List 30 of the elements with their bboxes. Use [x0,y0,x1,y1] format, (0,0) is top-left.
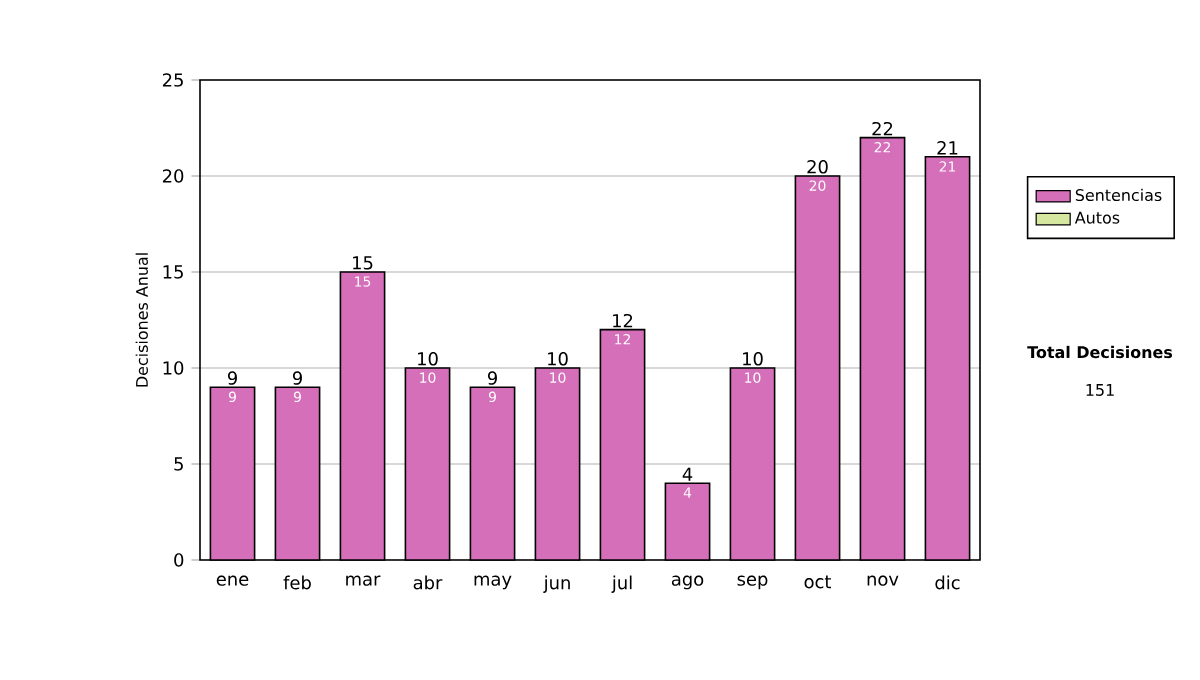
x-tick-label: ene [216,575,249,586]
x-tick-label: jul [611,575,632,593]
total-label: 20 [807,160,828,174]
total-label: 4 [682,467,693,481]
y-tick-label: 20 [162,169,184,183]
x-tick-label: may [474,575,512,590]
x-tick-label: ago [671,575,704,590]
y-tick-label: 0 [174,553,184,567]
total-label: 9 [292,371,302,385]
x-tick-label: jun [543,575,570,593]
total-label: 21 [937,141,958,155]
total-label: 15 [353,256,373,270]
x-tick-label: sep [737,575,768,590]
x-tick-label: abr [413,575,443,590]
x-tick-label: feb [283,575,311,590]
y-tick-label: 25 [162,73,183,87]
total-label: 22 [872,121,893,136]
y-tick-label: 10 [163,361,184,375]
x-tick-label: oct [804,575,832,589]
total-label: 10 [418,352,438,366]
y-tick-label: 15 [163,265,183,279]
total-label: 10 [743,352,763,366]
x-tick-label: nov [867,575,899,586]
total-label: 10 [548,352,568,366]
total-label: 9 [227,371,237,385]
y-tick-label: 5 [174,457,183,471]
x-tick-label: dic [935,575,960,590]
total-label: 12 [613,313,633,328]
total-label: 9 [487,371,497,385]
x-tick-label: mar [346,575,381,586]
